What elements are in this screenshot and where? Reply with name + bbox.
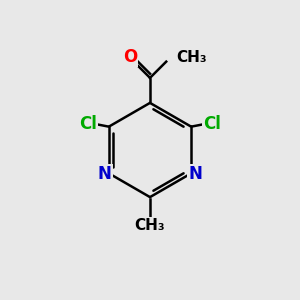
Text: CH₃: CH₃	[176, 50, 207, 65]
Text: Cl: Cl	[80, 115, 97, 133]
Text: Cl: Cl	[203, 115, 220, 133]
Text: N: N	[98, 165, 112, 183]
Text: CH₃: CH₃	[135, 218, 165, 233]
Text: N: N	[188, 165, 202, 183]
Text: O: O	[123, 48, 137, 66]
